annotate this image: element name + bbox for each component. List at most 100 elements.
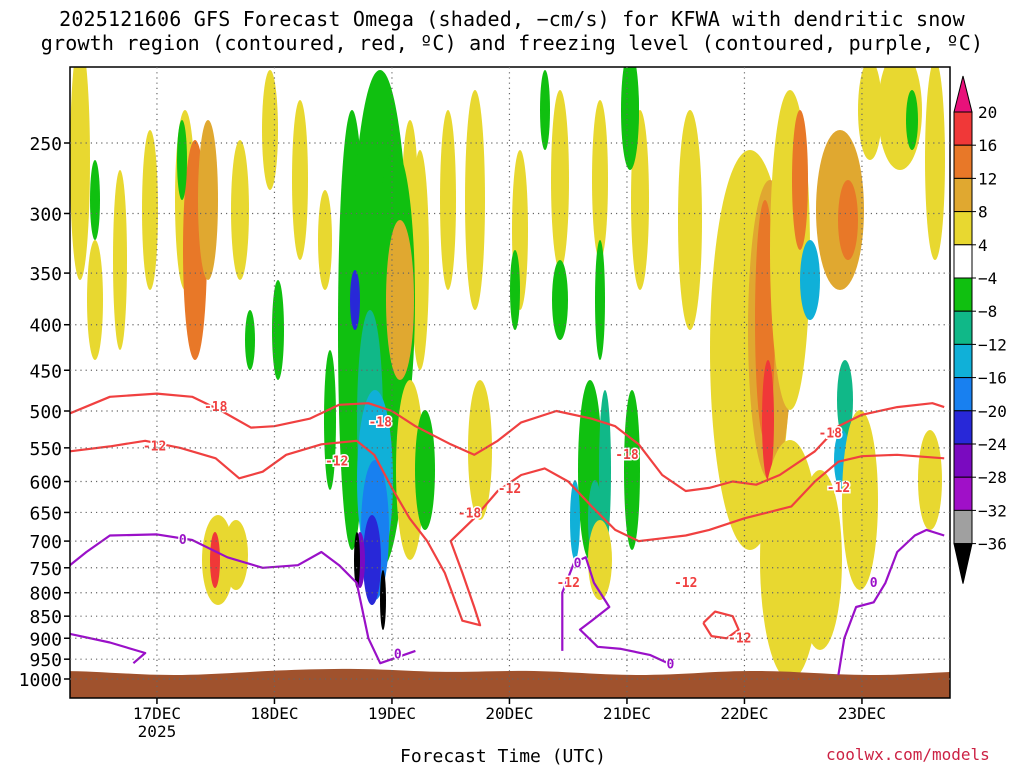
colorbar-label: 20 xyxy=(978,103,997,122)
colorbar-label: −8 xyxy=(978,302,997,321)
x-tick-label: 23DEC xyxy=(838,704,886,723)
y-tick-label: 900 xyxy=(29,629,62,650)
colorbar-label: −4 xyxy=(978,269,997,288)
omega-shade-blob xyxy=(90,160,100,240)
omega-shade-blob xyxy=(678,110,702,330)
colorbar-label: −32 xyxy=(978,501,1007,520)
omega-shade-blob xyxy=(177,120,187,200)
colorbar-label: −24 xyxy=(978,435,1007,454)
colorbar-label: 16 xyxy=(978,136,997,155)
omega-shade-blob xyxy=(762,360,774,480)
axes: 2503003504004505005506006507007508008509… xyxy=(19,67,950,741)
omega-shade-blob xyxy=(792,110,808,250)
omega-shade-blob xyxy=(272,280,284,380)
contour-freezing-0-mid xyxy=(561,556,669,665)
colorbar: 20 16 12 8 4 −4 −8 −12 −16 −20 −24 −28 −32 −36 xyxy=(953,75,1007,584)
colorbar-segment xyxy=(953,377,973,412)
colorbar-segment xyxy=(953,177,973,213)
omega-shade-blob xyxy=(540,70,550,150)
x-tick-label: 17DEC xyxy=(133,704,181,723)
omega-shade-blob xyxy=(570,480,580,560)
x-tick-label: 22DEC xyxy=(720,704,768,723)
omega-shade-blob xyxy=(415,410,435,530)
omega-shade-blob xyxy=(551,90,569,270)
colorbar-top-arrow xyxy=(953,75,973,113)
plot-area: -18 -12 -18 -12 -12 -18 -18 -12 -12 -12 -18 -12 0 0 0 0… xyxy=(70,67,950,698)
omega-shade-blob xyxy=(350,270,360,330)
y-tick-label: 750 xyxy=(29,559,62,580)
colorbar-label: −36 xyxy=(978,535,1007,554)
y-tick-label: 400 xyxy=(29,316,62,337)
omega-shade-blob xyxy=(440,110,456,290)
contour-freezing-0-low xyxy=(70,632,147,665)
contour-label: -18 xyxy=(615,448,639,463)
omega-shade-blob xyxy=(224,520,248,590)
omega-shade-blob xyxy=(468,380,492,520)
y-tick-label: 600 xyxy=(29,472,62,493)
omega-shade-blob xyxy=(588,520,612,600)
y-tick-label: 300 xyxy=(29,204,62,225)
omega-shade-blob xyxy=(231,140,249,280)
omega-shade-blob xyxy=(87,240,103,360)
colorbar-segment xyxy=(953,509,973,545)
contour-label: -18 xyxy=(818,427,842,442)
y-tick-label: 700 xyxy=(29,532,62,553)
omega-shade-blob xyxy=(324,350,336,490)
omega-shade-blob xyxy=(262,70,278,190)
contour-label: -12 xyxy=(143,439,166,454)
contour-freezing-0 xyxy=(70,533,416,665)
omega-shade-blob xyxy=(624,390,640,550)
credit-text: coolwx.com/models xyxy=(826,745,990,764)
x-tick-label: 19DEC xyxy=(368,704,416,723)
omega-shade-blob xyxy=(396,380,424,560)
contour-label: -12 xyxy=(728,631,751,646)
y-tick-label: 450 xyxy=(29,361,62,382)
omega-shade-blob xyxy=(292,100,308,260)
contour-label: -12 xyxy=(556,576,579,591)
colorbar-segment xyxy=(953,244,973,279)
omega-shade-blob xyxy=(318,190,332,290)
contour-minus-12-small xyxy=(702,610,740,640)
y-tick-label: 250 xyxy=(29,134,62,155)
colorbar-segment xyxy=(953,144,973,179)
x-tick-label: 21DEC xyxy=(603,704,651,723)
colorbar-label: −20 xyxy=(978,402,1007,421)
omega-shade-blob xyxy=(906,90,918,150)
y-tick-label: 850 xyxy=(29,607,62,628)
omega-shade-blob xyxy=(363,515,381,605)
contour-label: 0 xyxy=(179,533,187,548)
y-tick-label: 1000 xyxy=(19,670,62,691)
colorbar-label: 4 xyxy=(978,236,988,255)
omega-shade-blob xyxy=(142,130,158,290)
colorbar-segment xyxy=(953,211,973,246)
omega-shade-blob xyxy=(838,180,858,260)
colorbar-label: 8 xyxy=(978,203,988,222)
colorbar-segment xyxy=(953,476,973,511)
colorbar-segment xyxy=(953,277,973,312)
omega-shade-blob xyxy=(210,532,220,588)
y-tick-label: 350 xyxy=(29,264,62,285)
chart-title-line-1: 2025121606 GFS Forecast Omega (shaded, −… xyxy=(59,7,965,31)
y-tick-label: 950 xyxy=(29,650,62,671)
chart-title-line-2: growth region (contoured, red, ºC) and f… xyxy=(40,31,984,55)
x-tick-label: 20DEC xyxy=(485,704,533,723)
contour-label: -18 xyxy=(368,415,392,430)
y-tick-label: 650 xyxy=(29,503,62,524)
omega-shade-blob xyxy=(510,250,520,330)
colorbar-segment xyxy=(953,410,973,445)
omega-shade-blob xyxy=(380,570,386,630)
omega-shade-blob xyxy=(621,67,639,170)
contour-label: -18 xyxy=(458,507,482,522)
omega-shade-blob xyxy=(386,220,414,380)
omega-shade-blob xyxy=(198,120,218,280)
omega-shade-blob xyxy=(858,67,882,160)
colorbar-label: −28 xyxy=(978,468,1007,487)
colorbar-label: 12 xyxy=(978,169,997,188)
contour-freezing-0-late xyxy=(837,528,945,676)
colorbar-bottom-arrow xyxy=(953,543,973,584)
colorbar-label: −12 xyxy=(978,335,1007,354)
colorbar-label: −16 xyxy=(978,369,1007,388)
omega-shade-blob xyxy=(592,100,608,260)
colorbar-segment xyxy=(953,111,973,146)
colorbar-segment xyxy=(953,443,973,478)
